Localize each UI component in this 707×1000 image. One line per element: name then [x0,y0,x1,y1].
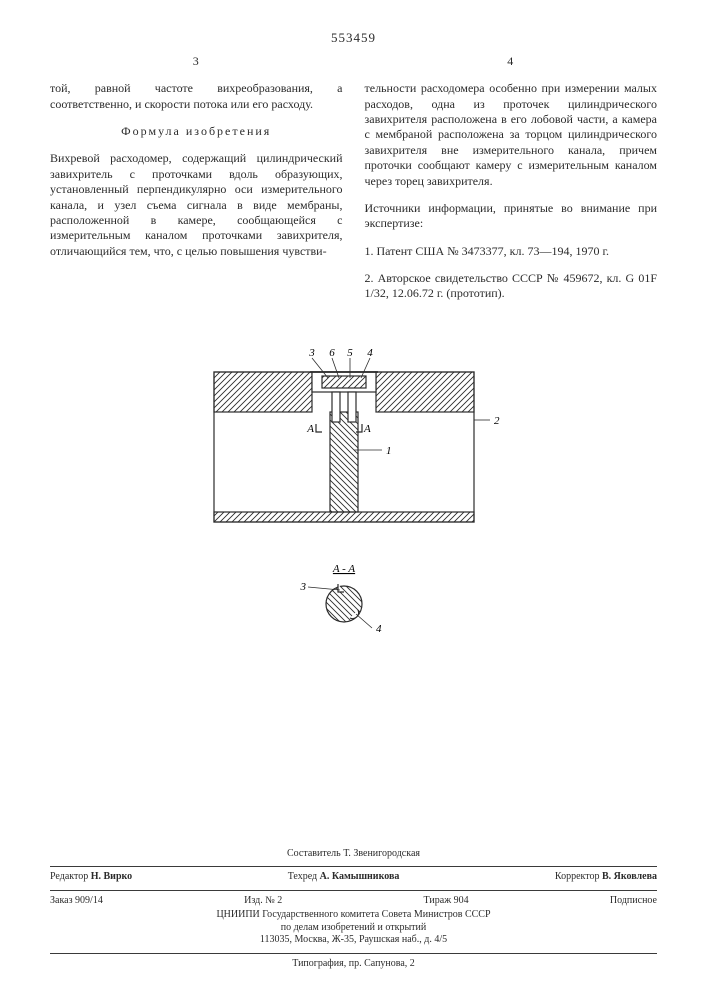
svg-text:5: 5 [347,347,353,359]
editors-row: Редактор Н. Вирко Техред А. Камышникова … [50,871,657,884]
order-number: Заказ 909/14 [50,895,103,908]
corrector-cell: Корректор В. Яковлева [555,871,657,884]
izd-number: Изд. № 2 [244,895,282,908]
svg-text:4: 4 [376,623,382,635]
svg-text:A: A [363,423,371,435]
left-paragraph-1: той, равной частоте вихреобразования, а … [50,81,343,112]
composer-line: Составитель Т. Звенигородская [50,848,657,861]
rule-3 [50,953,657,954]
svg-text:3: 3 [308,347,315,359]
org-line-2: по делам изобретений и открытий [50,922,657,935]
editor-cell: Редактор Н. Вирко [50,871,132,884]
svg-text:A: A [306,423,314,435]
sign: Подписное [610,895,657,908]
right-column: 4 тельности расходомера особенно при изм… [365,54,658,314]
figure-block: A A 3 65 4 2 1 A - A 3 4 [50,344,657,644]
typography-line: Типография, пр. Сапунова, 2 [50,958,657,971]
svg-text:4: 4 [367,347,373,359]
svg-text:3: 3 [299,581,306,593]
right-paragraph-1: тельности расходомера особенно при измер… [365,81,658,189]
techred-name: А. Камышникова [320,871,400,882]
editor-name: Н. Вирко [91,871,132,882]
source-2: 2. Авторское свидетельство СССР № 459672… [365,271,658,302]
rule-1 [50,866,657,867]
left-paragraph-2: Вихревой расходомер, содержащий цилиндри… [50,151,343,259]
org-line-1: ЦНИИПИ Государственного комитета Совета … [50,909,657,922]
document-number: 553459 [50,30,657,46]
techred-label: Техред [288,871,317,882]
figure-svg: A A 3 65 4 2 1 A - A 3 4 [194,344,514,644]
text-columns: 3 той, равной частоте вихреобразования, … [50,54,657,314]
techred-cell: Техред А. Камышникова [288,871,400,884]
right-col-number: 4 [365,54,658,69]
left-col-number: 3 [50,54,343,69]
source-1: 1. Патент США № 3473377, кл. 73—194, 197… [365,244,658,259]
svg-text:2: 2 [494,415,500,427]
imprint-block: Составитель Т. Звенигородская Редактор Н… [50,848,657,971]
order-row: Заказ 909/14 Изд. № 2 Тираж 904 Подписно… [50,895,657,908]
svg-text:6: 6 [329,347,335,359]
rule-2 [50,890,657,891]
formula-title: Формула изобретения [50,124,343,139]
page: 553459 3 той, равной частоте вихреобразо… [0,0,707,1000]
address-line: 113035, Москва, Ж-35, Раушская наб., д. … [50,934,657,947]
editor-label: Редактор [50,871,88,882]
tirazh: Тираж 904 [424,895,469,908]
svg-text:A - A: A - A [331,563,354,575]
left-column: 3 той, равной частоте вихреобразования, … [50,54,343,314]
svg-text:1: 1 [386,445,392,457]
corrector-name: В. Яковлева [602,871,657,882]
corrector-label: Корректор [555,871,600,882]
sources-title: Источники информации, принятые во вниман… [365,201,658,232]
